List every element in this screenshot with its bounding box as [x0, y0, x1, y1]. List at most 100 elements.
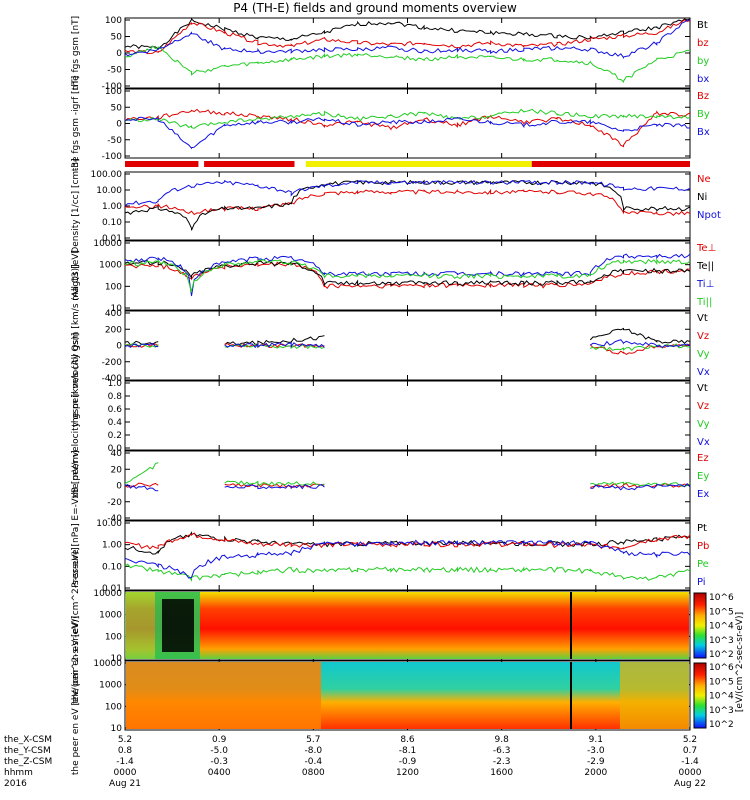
footer-value: 9.1	[589, 735, 603, 745]
y-tick-label: 100	[105, 16, 122, 26]
y-tick-label: -20	[107, 498, 122, 508]
footer-value: 0.7	[683, 746, 697, 756]
legend-Ez: Ez	[697, 453, 709, 464]
y-tick-label: 10000	[93, 659, 122, 669]
legend-Te⊥: Te⊥	[696, 243, 716, 254]
footer-value: 9.8	[495, 735, 510, 745]
footer-value: Aug 22	[674, 779, 706, 789]
spectrogram-region	[620, 662, 689, 729]
panel-frame	[124, 520, 691, 591]
legend-bx: bx	[697, 74, 709, 85]
colorbar-1	[693, 592, 707, 659]
footer-row-label: the_Y-CSM	[4, 746, 51, 756]
footer-row-label: 2016	[4, 779, 27, 789]
legend-Ti||: Ti||	[696, 297, 712, 308]
spectrogram	[126, 592, 689, 659]
y-tick-label: 10.00	[96, 519, 122, 529]
y-tick-label: 0.8	[108, 392, 123, 402]
footer-value: 0000	[114, 768, 137, 778]
y-tick-label: -100	[102, 82, 123, 92]
y-tick-label: 0.10	[102, 218, 122, 228]
panel-2: the fgs gsm -igrf [nT] 100 50 0 -50 -100 Bz By B…	[71, 76, 710, 172]
footer-value: 5.2	[683, 735, 697, 745]
legend-Ni: Ni	[697, 192, 707, 203]
footer-value: 0.8	[118, 746, 133, 756]
y-axis-label: magt3 [eV]	[71, 250, 81, 301]
series-Ey	[124, 462, 691, 487]
legend-Vy: Vy	[697, 419, 710, 430]
mode-segment-1	[125, 161, 199, 167]
y-tick-label: 0.4	[108, 418, 123, 428]
y-tick-label: -100	[102, 152, 123, 162]
series-By	[124, 108, 691, 129]
y-tick-label: 100	[105, 87, 122, 97]
y-tick-label: 10	[111, 654, 123, 664]
series-Ez	[124, 482, 691, 489]
footer-value: 8.6	[400, 735, 415, 745]
y-tick-label: 100	[105, 702, 122, 712]
colorbar-tick: 10^3	[709, 636, 734, 646]
legend-Vt: Vt	[697, 313, 708, 324]
y-tick-label: 20	[111, 465, 123, 475]
y-axis-label: Pressure [nPa]	[71, 523, 81, 588]
series-Ne	[124, 188, 691, 216]
mode-segment-2	[204, 161, 295, 167]
colorbar-tick: 10^5	[709, 607, 734, 617]
footer-value: 0800	[302, 768, 325, 778]
chart-title: P4 (TH-E) fields and ground moments over…	[233, 1, 517, 15]
series-Vt	[124, 327, 691, 346]
y-tick-label: 0	[116, 120, 122, 130]
series-Bz	[124, 108, 691, 148]
y-tick-label: 1000	[99, 611, 122, 621]
legend-Ey: Ey	[697, 471, 709, 482]
y-tick-label: 1000	[99, 261, 122, 271]
y-tick-label: 10	[111, 304, 123, 314]
legend-Te||: Te||	[696, 261, 714, 272]
footer-value: -2.3	[493, 757, 511, 767]
footer-value: 1600	[490, 768, 513, 778]
legend-Npot: Npot	[697, 210, 721, 221]
panel-frame	[124, 380, 691, 451]
legend-Pb: Pb	[697, 541, 709, 552]
colorbar-tick: 10^2	[709, 650, 734, 660]
y-axis-label: the peir velocity gsm [km/s (All Qs)]	[71, 264, 81, 426]
footer-value: 2000	[584, 768, 607, 778]
footer-row-label: the_Z-CSM	[4, 757, 52, 767]
y-tick-label: 0.6	[108, 405, 123, 415]
footer-value: -0.4	[305, 757, 323, 767]
panel-8: Pressure [nPa] 10.00 1.00 0.10 0.01 Pt Pb Pe Pi	[71, 519, 709, 594]
panel-7: E=-VxB [mV/m] 40 20 0 -20 -40 Ez Ey Ex	[71, 449, 709, 524]
y-tick-label: 0.01	[102, 584, 122, 594]
legend-Pe: Pe	[697, 559, 709, 570]
y-tick-label: -400	[102, 374, 123, 384]
y-tick-label: 200	[105, 325, 122, 335]
footer-row-label: the_X-CSM	[4, 735, 52, 745]
y-tick-label: 10	[111, 724, 123, 734]
y-tick-label: -50	[107, 136, 122, 146]
legend-Vy: Vy	[697, 349, 710, 360]
y-tick-label: 0	[116, 49, 122, 59]
series-Pt	[124, 531, 691, 555]
y-tick-label: 1.00	[102, 202, 122, 212]
y-tick-label: 50	[111, 33, 123, 43]
panel-6: the peer velocity gsm [km/s (All Qs)] 1.0…	[71, 333, 710, 498]
footer-value: -1.4	[681, 757, 699, 767]
panel-9: the peir en eV [eV/(cm^2-s-sr-eV)] 100001…	[71, 547, 691, 704]
legend-bz: bz	[697, 38, 709, 49]
series-Bt	[124, 17, 691, 51]
y-tick-label: 1.00	[102, 541, 122, 551]
y-tick-label: 0.0	[108, 444, 123, 454]
y-tick-label: 100	[105, 632, 122, 642]
mode-bar	[125, 161, 690, 167]
spectrogram-region	[126, 662, 321, 729]
panel-frame	[124, 171, 691, 241]
series-Bx	[124, 116, 690, 150]
footer-value: 5.7	[306, 735, 320, 745]
y-tick-label: -50	[107, 66, 122, 76]
footer-value: 1200	[396, 768, 419, 778]
y-tick-label: 0.10	[102, 562, 122, 572]
spectrogram-gap	[162, 599, 194, 652]
panel-frame	[124, 310, 691, 381]
footer-value: -0.3	[210, 757, 228, 767]
panel-4: magt3 [eV] 10000 1000 100 10 Te⊥ Te|| Ti⊥ Ti||	[71, 239, 716, 314]
